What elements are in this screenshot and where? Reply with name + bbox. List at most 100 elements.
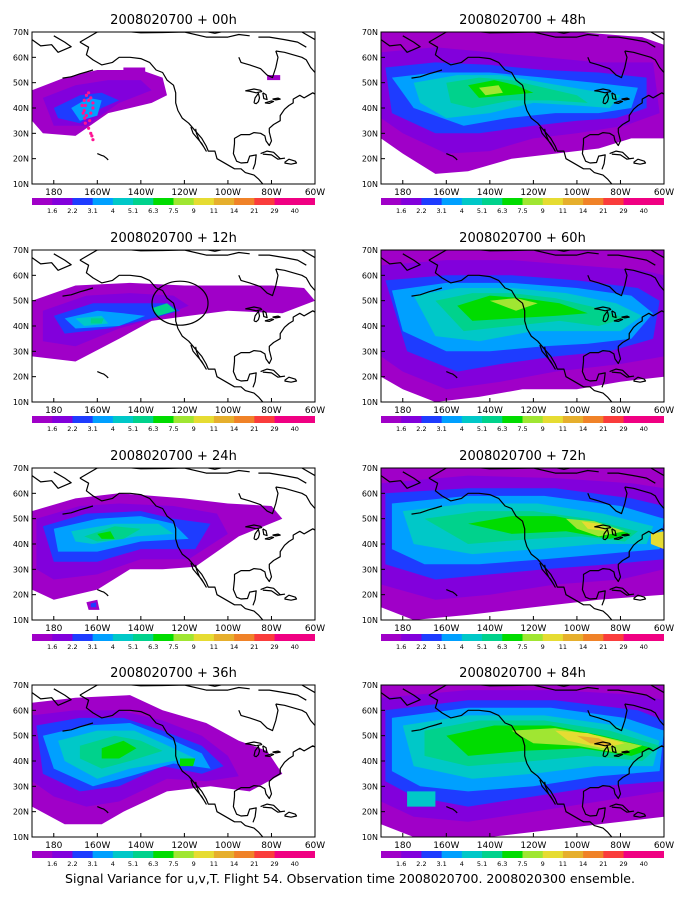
lon-label: 60W <box>654 624 674 634</box>
coastline <box>238 703 279 732</box>
coastline <box>611 528 617 537</box>
colorbar-label: 40 <box>291 425 299 433</box>
variance-contour <box>123 67 146 73</box>
coastline <box>97 371 109 379</box>
colorbar-swatch <box>234 634 255 641</box>
colorbar-label: 2.2 <box>416 643 426 651</box>
coastline <box>650 685 664 694</box>
coastline <box>607 689 656 701</box>
colorbar-swatch <box>92 851 114 858</box>
colorbar-label: 3.1 <box>436 643 446 651</box>
map-panel-72h: 2008020700 + 72h 70N 60N 50N 40N 30N 20N 10N 180… <box>362 449 674 651</box>
colorbar-label: 21 <box>250 860 258 868</box>
colorbar-label: 5.1 <box>477 207 487 215</box>
colorbar-label: 2.2 <box>67 643 77 651</box>
observation-point <box>83 116 87 120</box>
coastline <box>624 486 664 509</box>
colorbar-label: 21 <box>250 643 258 651</box>
colorbar-label: 5.1 <box>128 207 138 215</box>
colorbar-swatch <box>193 851 215 858</box>
colorbar-label: 1.6 <box>396 860 406 868</box>
lon-label: 180 <box>394 406 411 416</box>
coastline <box>233 310 315 365</box>
colorbar-swatch <box>133 198 154 205</box>
lat-label: 50N <box>13 297 29 306</box>
colorbar-swatch <box>274 851 296 858</box>
colorbar-swatch <box>213 634 235 641</box>
colorbar-label: 11 <box>559 207 567 215</box>
colorbar-label: 40 <box>640 425 648 433</box>
lon-label: 80W <box>610 841 630 851</box>
colorbar-label: 29 <box>270 643 278 651</box>
colorbar-swatch <box>643 416 664 423</box>
lat-label: 50N <box>362 515 378 524</box>
colorbar-swatch <box>603 198 625 205</box>
colorbar-label: 40 <box>640 207 648 215</box>
coastline <box>554 32 573 34</box>
colorbar-swatch <box>112 634 134 641</box>
lon-label: 60W <box>654 188 674 198</box>
coastline <box>190 344 207 370</box>
colorbar-label: 29 <box>270 425 278 433</box>
lat-label: 40N <box>13 104 29 113</box>
coastline <box>539 344 556 370</box>
coastline <box>262 92 268 101</box>
lat-label: 60N <box>362 271 378 280</box>
coastline <box>581 361 606 388</box>
coastline <box>621 97 630 101</box>
colorbar-swatch <box>401 634 422 641</box>
coastline <box>245 524 263 530</box>
coastline <box>594 88 612 94</box>
lat-label: 70N <box>362 246 378 255</box>
lon-label: 100W <box>215 841 241 851</box>
lat-label: 70N <box>13 246 29 255</box>
lon-label: 160W <box>433 406 459 416</box>
lon-label: 160W <box>433 841 459 851</box>
variance-contour <box>576 735 612 746</box>
lat-label: 60N <box>13 53 29 62</box>
colorbar-swatch <box>421 634 443 641</box>
lon-label: 100W <box>564 188 590 198</box>
colorbar-swatch <box>623 634 645 641</box>
lat-label: 20N <box>362 808 378 817</box>
colorbar-swatch <box>542 634 564 641</box>
lon-label: 60W <box>654 841 674 851</box>
coastline <box>587 268 628 297</box>
coastline <box>245 741 263 747</box>
coastline <box>428 259 613 402</box>
observation-point <box>81 111 85 115</box>
colorbar-label: 4 <box>460 207 464 215</box>
observation-point <box>84 114 89 118</box>
lat-label: 10N <box>13 398 29 407</box>
lat-label: 50N <box>13 732 29 741</box>
coastline <box>621 533 630 537</box>
lon-label: 140W <box>128 406 154 416</box>
panel-title: 2008020700 + 48h <box>459 13 586 28</box>
coastline <box>62 69 94 79</box>
lat-label: 20N <box>362 591 378 600</box>
coastline <box>602 310 610 323</box>
coastline <box>613 753 624 757</box>
lat-label: 60N <box>362 489 378 498</box>
map-panel-48h: 2008020700 + 48h 70N 60N 50N 40N 30N 20N 10N 180… <box>362 13 674 215</box>
lon-label: 140W <box>477 841 503 851</box>
colorbar-swatch <box>643 634 664 641</box>
lat-label: 20N <box>13 155 29 164</box>
colorbar-swatch <box>173 851 195 858</box>
coastline <box>79 477 264 620</box>
coastline <box>411 722 443 732</box>
observation-point <box>88 119 92 123</box>
lat-label: 30N <box>362 782 378 791</box>
lon-label: 120W <box>520 188 546 198</box>
colorbar-swatch <box>213 198 235 205</box>
colorbar-swatch <box>32 634 53 641</box>
lon-label: 80W <box>261 624 281 634</box>
coastline <box>260 150 286 160</box>
observation-point <box>91 101 95 105</box>
coastline <box>232 143 257 170</box>
colorbar-swatch <box>274 416 296 423</box>
coastline <box>245 306 263 312</box>
lon-label: 180 <box>394 624 411 634</box>
lon-label: 100W <box>564 406 590 416</box>
lat-label: 70N <box>13 28 29 37</box>
